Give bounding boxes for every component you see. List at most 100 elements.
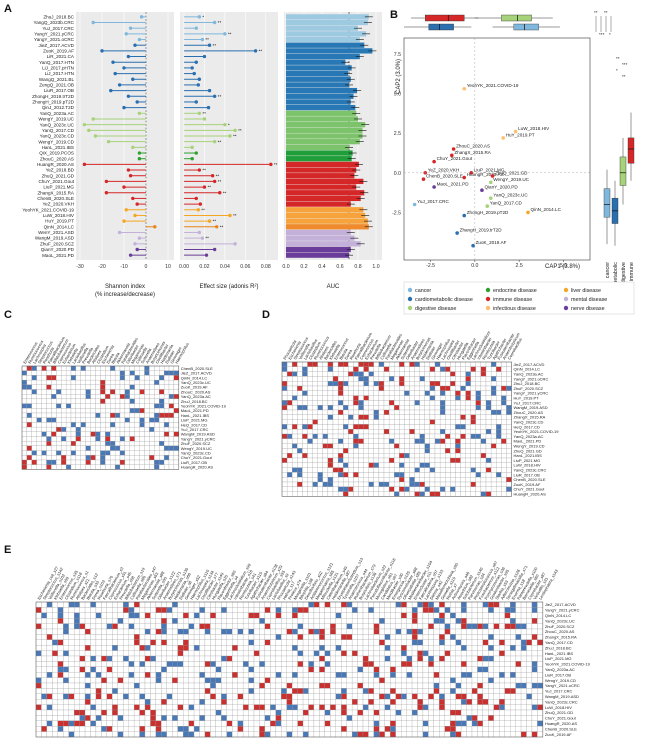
heatmap-cell — [150, 709, 157, 716]
legend-label: cardiometabolic disease — [415, 297, 473, 303]
heatmap-cell — [480, 457, 487, 463]
heatmap-cell — [112, 618, 118, 624]
heatmap-cell — [292, 628, 298, 635]
heatmap-cell — [292, 634, 298, 640]
effect-point — [210, 174, 215, 178]
heatmap-cell — [129, 464, 135, 470]
heatmap-cell — [119, 417, 126, 423]
heatmap-cell — [409, 438, 415, 444]
cap1-tick-label: 2.5 — [516, 263, 523, 269]
heatmap-cell — [101, 726, 107, 732]
effect-significance: * — [228, 122, 230, 127]
heatmap-cell — [496, 390, 502, 396]
heatmap-cell — [515, 693, 522, 700]
auc-bar — [286, 139, 360, 145]
cap1-box — [513, 23, 539, 31]
heatmap-cell — [253, 699, 260, 705]
heatmap-cell — [490, 448, 497, 454]
heatmap-cell — [450, 682, 456, 689]
heatmap-cell — [499, 699, 505, 705]
heatmap-cell — [424, 390, 431, 396]
heatmap-cell — [439, 419, 446, 425]
heatmap-cell — [56, 455, 62, 461]
heatmap-cell — [384, 715, 391, 721]
heatmap-cell — [394, 419, 400, 425]
heatmap-cell — [26, 412, 32, 418]
heatmap-cell — [144, 677, 151, 684]
heatmap-row-label: YuJ_2017.CRC — [514, 400, 542, 405]
heatmap-cell — [124, 375, 130, 381]
shannon-point — [104, 191, 109, 195]
heatmap-cell — [168, 441, 175, 447]
heatmap-cell — [506, 385, 512, 391]
heatmap-cell — [428, 634, 434, 640]
heatmap-cell — [480, 371, 487, 377]
heatmap-cell — [348, 481, 354, 487]
heatmap-cell — [363, 429, 369, 435]
auc-bar — [286, 42, 365, 48]
auc-bar — [286, 59, 346, 65]
heatmap-cell — [173, 408, 179, 414]
heatmap-cell — [166, 650, 173, 657]
heatmap-cell — [61, 431, 67, 437]
heatmap-cell — [112, 634, 118, 640]
heatmap-cell — [259, 726, 266, 732]
heatmap-cell — [322, 385, 329, 391]
heatmap-cell — [123, 731, 129, 738]
heatmap-cell — [445, 400, 451, 406]
heatmap-cell — [475, 448, 482, 454]
heatmap-cell — [307, 491, 313, 497]
heatmap-cell — [172, 639, 178, 646]
heatmap-cell — [308, 623, 315, 630]
heatmap-cell — [537, 612, 543, 619]
heatmap-cell — [75, 398, 81, 404]
heatmap-cell — [411, 704, 418, 711]
heatmap-cell — [411, 634, 418, 640]
heatmap-cell — [373, 429, 380, 435]
heatmap-cell — [101, 628, 107, 635]
heatmap-cell — [270, 607, 276, 613]
heatmap-cell — [264, 699, 271, 705]
heatmap-cell — [193, 628, 200, 635]
heatmap-cell — [124, 464, 130, 470]
heatmap-cell — [455, 433, 461, 439]
heatmap-cell — [80, 365, 86, 371]
heatmap-row-label: ZuoK_2019.AF — [181, 385, 208, 390]
heatmap-cell — [520, 655, 527, 662]
heatmap-cell — [409, 381, 415, 387]
heatmap-cell — [79, 693, 86, 700]
heatmap-cell — [237, 618, 244, 624]
heatmap-cell — [100, 426, 106, 432]
heatmap-cell — [52, 688, 58, 694]
heatmap-cell — [414, 409, 420, 415]
heatmap-cell — [168, 417, 175, 423]
heatmap-cell — [308, 618, 315, 624]
heatmap-cell — [368, 457, 374, 463]
heatmap-cell — [168, 398, 175, 404]
heatmap-cell — [499, 677, 505, 684]
heatmap-cell — [404, 491, 410, 497]
heatmap-cell — [134, 379, 140, 385]
heatmap-cell — [471, 628, 478, 635]
panel-b: ******** ********cancer cardiometabolic di… — [392, 10, 635, 315]
heatmap-cell — [281, 731, 287, 738]
heatmap-cell — [302, 699, 309, 705]
heatmap-cell — [499, 655, 505, 662]
effect-point — [204, 253, 209, 257]
heatmap-cell — [215, 682, 222, 689]
study-label: WangM_2019.ASD — [35, 236, 75, 241]
heatmap-cell — [429, 361, 436, 367]
heatmap-cell — [163, 441, 170, 447]
heatmap-cell — [286, 462, 293, 468]
heatmap-cell — [465, 376, 471, 382]
heatmap-cell — [173, 417, 179, 423]
heatmap-cell — [348, 371, 354, 377]
heatmap-cell — [84, 693, 91, 700]
heatmap-cell — [281, 623, 287, 630]
heatmap-cell — [346, 693, 353, 700]
heatmap-cell — [471, 688, 478, 694]
heatmap-cell — [297, 371, 303, 377]
heatmap-cell — [470, 381, 476, 387]
heatmap-cell — [259, 623, 266, 630]
heatmap-cell — [112, 720, 118, 727]
